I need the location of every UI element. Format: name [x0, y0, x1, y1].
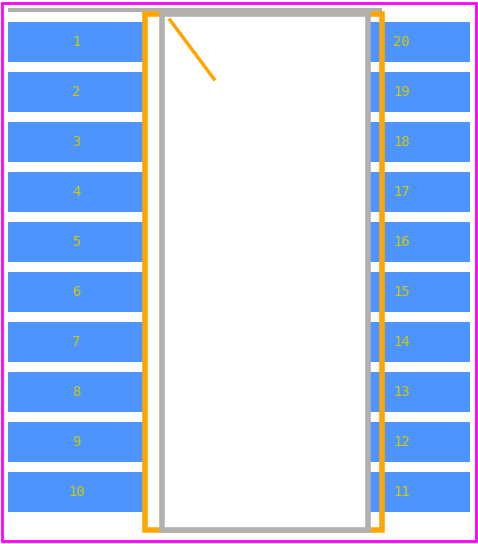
Text: 2: 2 — [72, 85, 81, 99]
Bar — [8, 472, 145, 512]
Bar — [8, 372, 145, 412]
Text: 16: 16 — [393, 235, 410, 249]
Bar — [333, 472, 470, 512]
Bar — [8, 422, 145, 462]
Bar — [333, 222, 470, 262]
Bar — [8, 272, 145, 312]
Bar — [333, 22, 470, 62]
Text: 12: 12 — [393, 435, 410, 449]
Bar — [333, 422, 470, 462]
Bar — [333, 122, 470, 162]
Text: 7: 7 — [72, 335, 81, 349]
Text: 13: 13 — [393, 385, 410, 399]
Text: 17: 17 — [393, 185, 410, 199]
Text: 14: 14 — [393, 335, 410, 349]
Bar — [162, 14, 368, 530]
Bar — [8, 72, 145, 112]
Bar — [333, 172, 470, 212]
Text: 6: 6 — [72, 285, 81, 299]
Bar — [8, 322, 145, 362]
Text: 10: 10 — [68, 485, 85, 499]
Bar — [333, 372, 470, 412]
Bar — [333, 272, 470, 312]
Bar — [333, 72, 470, 112]
Bar — [145, 14, 382, 530]
Text: 20: 20 — [393, 35, 410, 49]
Text: 1: 1 — [72, 35, 81, 49]
Text: 19: 19 — [393, 85, 410, 99]
Bar — [8, 22, 145, 62]
Text: 5: 5 — [72, 235, 81, 249]
Bar — [333, 322, 470, 362]
Bar — [8, 122, 145, 162]
Text: 18: 18 — [393, 135, 410, 149]
Text: 11: 11 — [393, 485, 410, 499]
Text: 8: 8 — [72, 385, 81, 399]
Text: 3: 3 — [72, 135, 81, 149]
Text: 9: 9 — [72, 435, 81, 449]
Text: 4: 4 — [72, 185, 81, 199]
Text: 15: 15 — [393, 285, 410, 299]
Bar — [8, 172, 145, 212]
Bar — [8, 222, 145, 262]
